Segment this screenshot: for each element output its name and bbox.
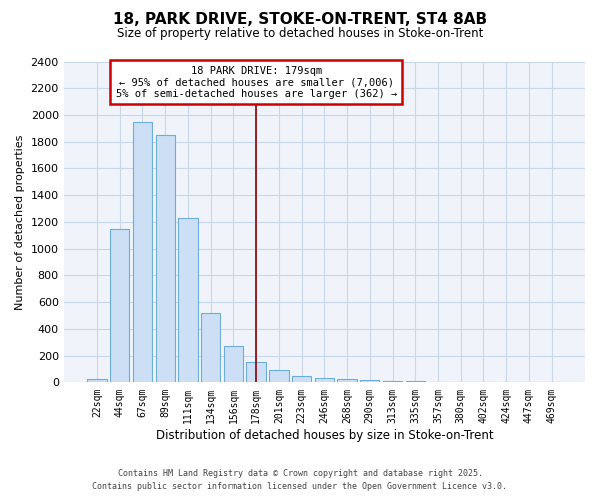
Text: 18, PARK DRIVE, STOKE-ON-TRENT, ST4 8AB: 18, PARK DRIVE, STOKE-ON-TRENT, ST4 8AB (113, 12, 487, 28)
Bar (314, 378, 334, 382)
Bar (269, 370, 289, 382)
Text: Contains HM Land Registry data © Crown copyright and database right 2025.
Contai: Contains HM Land Registry data © Crown c… (92, 470, 508, 491)
Y-axis label: Number of detached properties: Number of detached properties (15, 134, 25, 310)
Bar (178, 218, 197, 382)
Bar (88, 379, 107, 382)
Bar (155, 135, 175, 382)
Bar (247, 362, 266, 382)
Bar (201, 313, 220, 382)
Bar (383, 381, 402, 382)
Text: 18 PARK DRIVE: 179sqm
← 95% of detached houses are smaller (7,006)
5% of semi-de: 18 PARK DRIVE: 179sqm ← 95% of detached … (116, 66, 397, 98)
Bar (110, 228, 130, 382)
Bar (133, 122, 152, 382)
X-axis label: Distribution of detached houses by size in Stoke-on-Trent: Distribution of detached houses by size … (155, 430, 493, 442)
Text: Size of property relative to detached houses in Stoke-on-Trent: Size of property relative to detached ho… (117, 28, 483, 40)
Bar (337, 379, 357, 382)
Bar (360, 380, 379, 382)
Bar (224, 346, 243, 382)
Bar (292, 376, 311, 382)
